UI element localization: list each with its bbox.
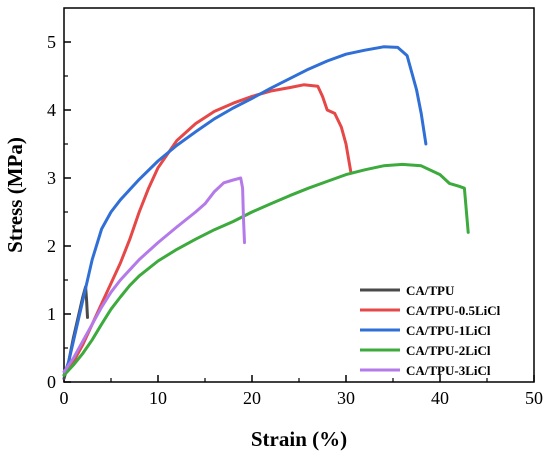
tick-marks: [63, 41, 535, 383]
y-tick-label: 0: [47, 372, 56, 392]
series-line-ca-tpu-2licl: [62, 162, 470, 377]
legend-label: CA/TPU-2LiCl: [406, 343, 491, 358]
y-axis-label: Stress (MPa): [3, 137, 27, 253]
legend-label: CA/TPU-3LiCl: [406, 363, 491, 378]
series-lines: [62, 45, 470, 381]
legend-label: CA/TPU-1LiCl: [406, 323, 491, 338]
series-line-ca-tpu-1licl: [62, 45, 428, 377]
x-axis-label: Strain (%): [251, 427, 347, 451]
x-tick-label: 30: [337, 388, 355, 408]
x-tick-label: 20: [243, 388, 261, 408]
legend: CA/TPU CA/TPU-0.5LiCl CA/TPU-1LiCl CA/TPU-2…: [360, 283, 501, 378]
legend-label: CA/TPU: [406, 283, 455, 298]
legend-label: CA/TPU-0.5LiCl: [406, 303, 501, 318]
y-tick-label: 5: [47, 32, 56, 52]
x-tick-label: 10: [149, 388, 167, 408]
y-tick-label: 3: [47, 168, 56, 188]
x-tick-label: 40: [431, 388, 449, 408]
y-tick-label: 4: [47, 100, 56, 120]
y-tick-label: 2: [47, 236, 56, 256]
x-tick-label: 0: [60, 388, 69, 408]
series-line-ca-tpu-3licl: [62, 176, 246, 374]
tick-labels: 0 10 20 30 40 50 0 1 2 3 4 5: [47, 32, 543, 408]
series-line-ca-tpu-0-5licl: [62, 83, 353, 377]
y-tick-label: 1: [47, 304, 56, 324]
x-tick-label: 50: [525, 388, 543, 408]
